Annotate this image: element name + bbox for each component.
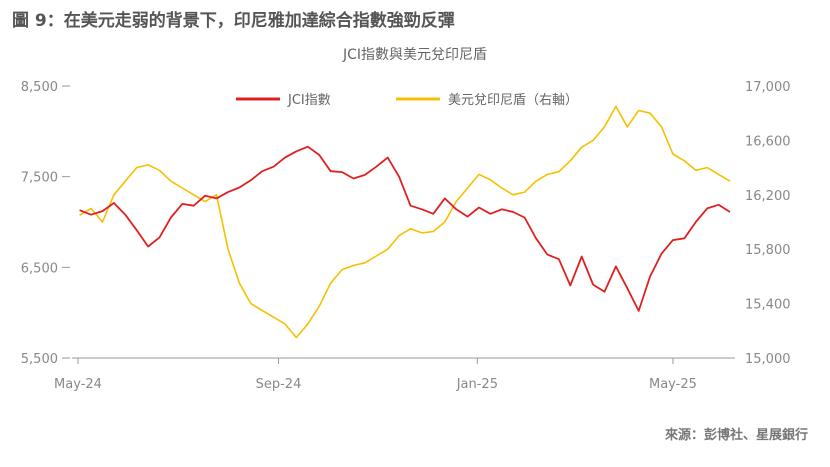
source-note: 來源：彭博社、星展銀行 bbox=[664, 428, 808, 443]
y-left-tick-label: 5,500 bbox=[21, 352, 58, 367]
y-left-tick-label: 8,500 bbox=[21, 80, 58, 95]
chart-title: JCI指數與美元兌印尼盾 bbox=[342, 47, 488, 63]
y-right-tick-label: 15,400 bbox=[745, 298, 791, 313]
y-right-tick-label: 15,800 bbox=[745, 243, 791, 258]
series-line-jci bbox=[79, 145, 731, 312]
tick-labels: 5,500 6,500 7,500 8,500 15,000 15,400 15,800 16… bbox=[21, 80, 791, 392]
y-left-tick-label: 6,500 bbox=[21, 261, 58, 276]
legend: JCI指數 美元兌印尼盾（右軸） bbox=[236, 93, 578, 108]
y-right-tick-label: 17,000 bbox=[745, 80, 791, 95]
y-right-tick-label: 16,200 bbox=[745, 189, 791, 204]
y-left-tick-label: 7,500 bbox=[21, 171, 58, 186]
y-right-tick-label: 16,600 bbox=[745, 134, 791, 149]
legend-label-jci: JCI指數 bbox=[287, 93, 331, 108]
figure-title: 圖 9：在美元走弱的背景下，印尼雅加達綜合指數強勁反彈 bbox=[12, 11, 455, 31]
legend-label-usd-idr: 美元兌印尼盾（右軸） bbox=[448, 93, 578, 108]
series-line-usd-idr bbox=[79, 105, 731, 339]
y-right-tick-label: 15,000 bbox=[745, 352, 791, 367]
x-tick-label: Jan-25 bbox=[456, 377, 498, 392]
axes bbox=[62, 85, 735, 364]
series-lines bbox=[79, 105, 731, 339]
x-tick-label: Sep-24 bbox=[256, 377, 302, 392]
x-tick-label: May-24 bbox=[54, 377, 102, 392]
x-tick-label: May-25 bbox=[649, 377, 697, 392]
